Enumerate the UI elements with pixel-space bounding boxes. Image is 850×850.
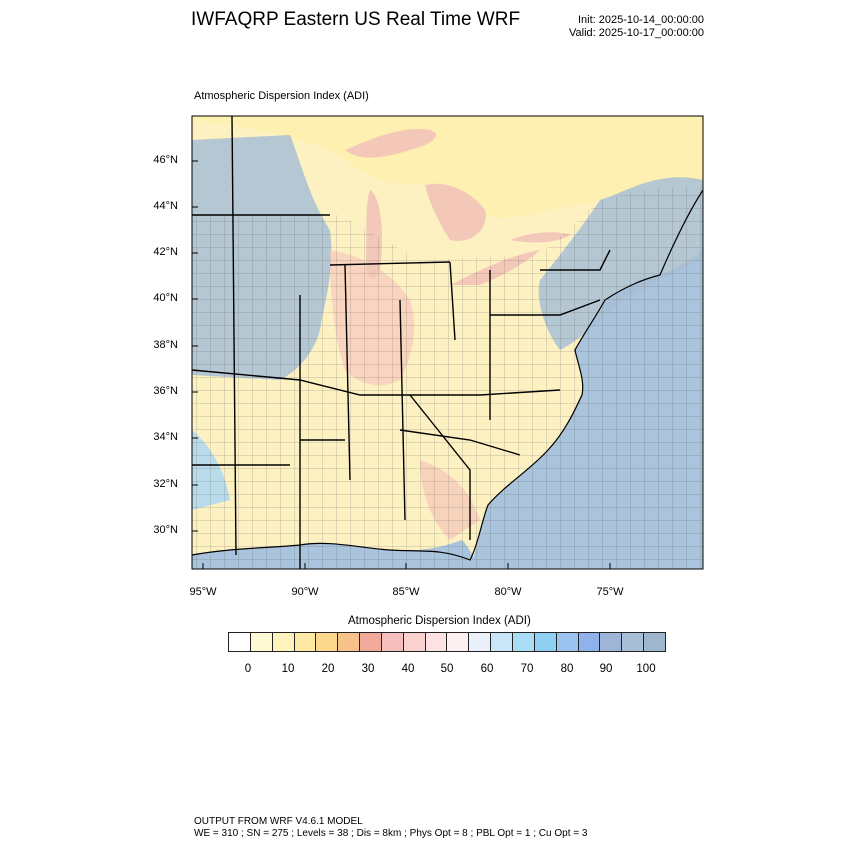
colorbar-swatch: [644, 633, 665, 651]
lat-label: 46°N: [153, 154, 178, 166]
colorbar-tick: 80: [560, 663, 574, 675]
axis-ticks: [192, 160, 611, 569]
map-frame: [191, 115, 704, 570]
lat-label: 42°N: [153, 246, 178, 258]
colorbar-swatch: [469, 633, 492, 651]
model-version: OUTPUT FROM WRF V4.6.1 MODEL: [194, 816, 363, 827]
colorbar-swatch: [381, 633, 404, 651]
colorbar-swatch: [491, 633, 513, 651]
colorbar-swatch: [360, 633, 382, 651]
lake-ontario: [510, 232, 570, 243]
map-title: IWFAQRP Eastern US Real Time WRF: [191, 9, 521, 30]
coastline: [191, 189, 704, 561]
valid-time: Valid: 2025-10-17_00:00:00: [569, 27, 704, 39]
lake-huron: [425, 183, 486, 241]
lon-label: 75°W: [596, 586, 624, 598]
colorbar-swatch: [425, 633, 448, 651]
init-time: Init: 2025-10-14_00:00:00: [578, 14, 704, 26]
colorbar-title: Atmospheric Dispersion Index (ADI): [348, 615, 531, 627]
canada-region: [192, 116, 703, 219]
lon-label: 90°W: [291, 586, 319, 598]
colorbar-swatch: [600, 633, 623, 651]
lat-label: 34°N: [153, 431, 178, 443]
colorbar-swatch: [556, 633, 579, 651]
lon-label: 85°W: [392, 586, 420, 598]
colorbar-swatch: [578, 633, 601, 651]
lon-label: 95°W: [189, 586, 217, 598]
lon-label: 80°W: [494, 586, 522, 598]
lat-label: 30°N: [153, 524, 178, 536]
colorbar-tick: 60: [480, 663, 494, 675]
colorbar-tick: 30: [361, 663, 375, 675]
model-config: WE = 310 ; SN = 275 ; Levels = 38 ; Dis …: [194, 828, 588, 839]
colorbar-swatch: [403, 633, 426, 651]
colorbar-swatch: [622, 633, 645, 651]
colorbar-swatch: [447, 633, 470, 651]
plot-label: Atmospheric Dispersion Index (ADI): [194, 90, 369, 102]
colorbar-swatch: [316, 633, 339, 651]
colorbar-tick: 100: [636, 663, 656, 675]
colorbar-swatch: [294, 633, 317, 651]
lake-superior: [345, 129, 437, 158]
colorbar-tick: 0: [244, 663, 252, 675]
colorbar-tick: 90: [599, 663, 613, 675]
lat-label: 38°N: [153, 339, 178, 351]
forecast-times: Init: 2025-10-14_00:00:00 Valid: 2025-10…: [569, 14, 704, 40]
colorbar-tick: 70: [520, 663, 534, 675]
colorbar-tick: 50: [440, 663, 454, 675]
colorbar-tick: 40: [401, 663, 415, 675]
colorbar: [228, 632, 666, 652]
lat-label: 32°N: [153, 478, 178, 490]
colorbar-swatch: [272, 633, 295, 651]
state-boundaries: [192, 116, 611, 569]
model-info: OUTPUT FROM WRF V4.6.1 MODEL WE = 310 ; …: [194, 816, 587, 840]
colorbar-swatch: [338, 633, 361, 651]
lat-label: 40°N: [153, 292, 178, 304]
colorbar-swatch: [250, 633, 273, 651]
colorbar-swatch: [512, 633, 535, 651]
colorbar-tick: 20: [321, 663, 335, 675]
colorbar-swatch: [229, 633, 251, 651]
county-lines: [192, 185, 703, 569]
colorbar-swatch: [534, 633, 557, 651]
colorbar-tick: 10: [281, 663, 295, 675]
lat-label: 36°N: [153, 385, 178, 397]
lat-label: 44°N: [153, 200, 178, 212]
